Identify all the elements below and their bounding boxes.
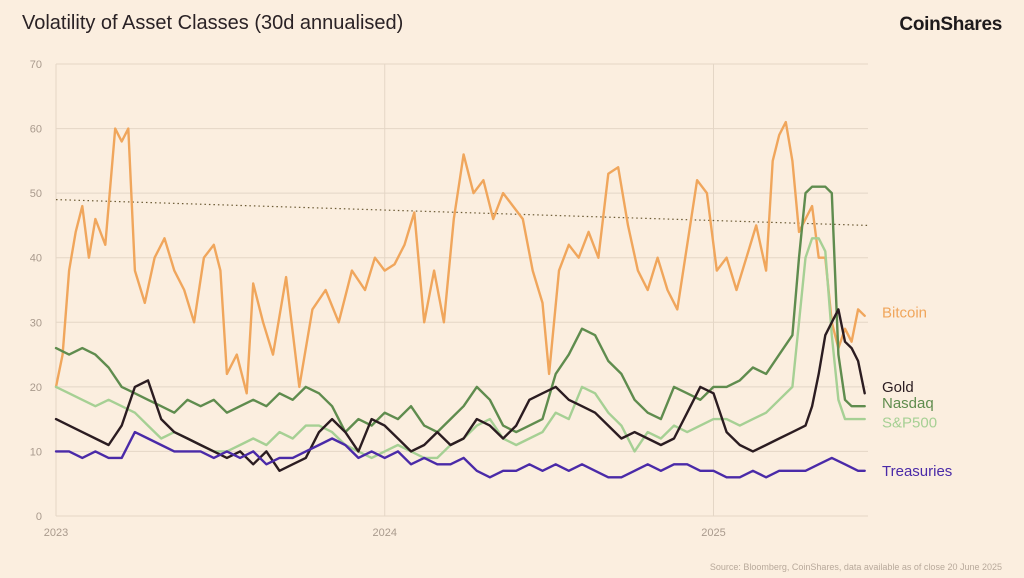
y-tick-label-70: 70 bbox=[30, 59, 42, 71]
x-tick-label-2024: 2024 bbox=[373, 527, 397, 539]
series-label-gold: Gold bbox=[882, 379, 914, 396]
y-tick-label-30: 30 bbox=[30, 317, 42, 329]
x-tick-label-2025: 2025 bbox=[701, 527, 725, 539]
x-axis-ticks: 2023 2024 2025 bbox=[44, 527, 726, 539]
chart-title: Volatility of Asset Classes (30d annuali… bbox=[22, 12, 404, 34]
series-label-treasuries: Treasuries bbox=[882, 463, 952, 480]
series-label-nasdaq: Nasdaq bbox=[882, 395, 934, 412]
trendline-layer bbox=[55, 199, 869, 227]
bitcoin-trendline bbox=[55, 199, 869, 227]
series-label-bitcoin: Bitcoin bbox=[882, 305, 927, 322]
series-lines bbox=[54, 120, 866, 479]
y-axis-ticks: 0 10 20 30 40 50 60 70 bbox=[30, 59, 42, 523]
series-line-nasdaq bbox=[54, 185, 866, 434]
y-tick-label-50: 50 bbox=[30, 188, 42, 200]
y-tick-label-20: 20 bbox=[30, 382, 42, 394]
brand-logo: CoinShares bbox=[899, 14, 1002, 35]
x-tick-label-2023: 2023 bbox=[44, 527, 68, 539]
y-tick-label-40: 40 bbox=[30, 253, 42, 265]
y-tick-label-60: 60 bbox=[30, 124, 42, 136]
series-line-bitcoin bbox=[54, 120, 866, 395]
y-tick-label-10: 10 bbox=[30, 446, 42, 458]
y-tick-label-0: 0 bbox=[36, 511, 42, 523]
source-note: Source: Bloomberg, CoinShares, data avai… bbox=[709, 562, 1002, 572]
series-line-gold bbox=[54, 308, 866, 472]
series-label-s-p500: S&P500 bbox=[882, 414, 937, 431]
series-line-treasuries bbox=[54, 430, 866, 479]
